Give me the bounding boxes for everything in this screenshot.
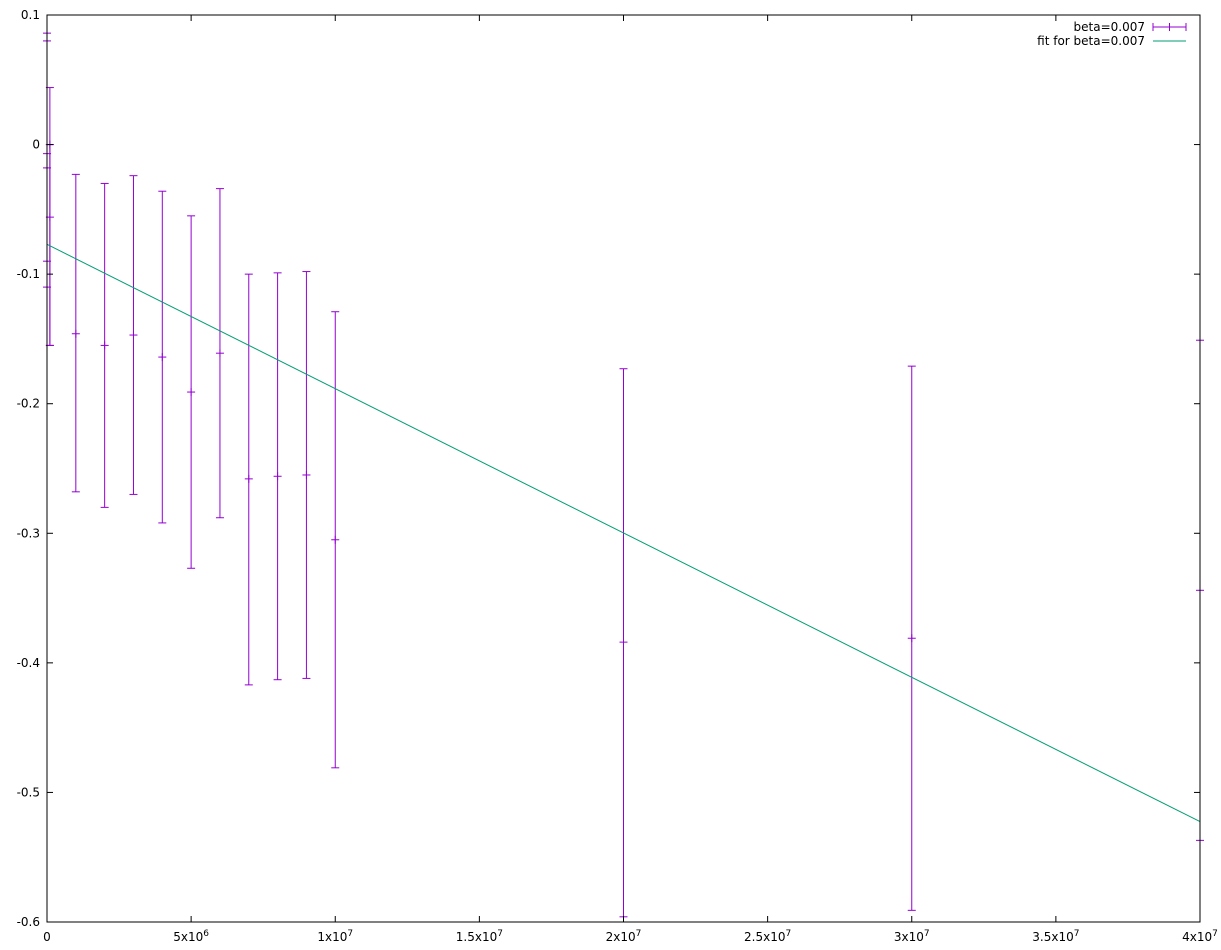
y-tick-label: -0.1 <box>17 267 40 281</box>
axes-layer: 0.10-0.1-0.2-0.3-0.4-0.5-0.60 5x106 1x107 1… <box>17 8 1218 944</box>
x-tick-label: 1.5x107 <box>456 929 503 944</box>
x-tick-label-base: 2x10 <box>606 930 636 944</box>
x-tick-label-exponent: 7 <box>1212 929 1218 939</box>
y-tick-label: -0.4 <box>17 656 40 670</box>
fit-line <box>46 243 1201 823</box>
x-tick-label: 4x107 <box>1182 929 1218 944</box>
x-tick-label-base: 5x10 <box>173 930 203 944</box>
y-tick-label: 0 <box>32 138 40 152</box>
x-tick-label: 5x106 <box>173 929 209 944</box>
x-tick-label-base: 4x10 <box>1182 930 1212 944</box>
x-tick-label-exponent: 7 <box>785 929 791 939</box>
x-tick-label-exponent: 6 <box>203 929 209 939</box>
x-tick-label-exponent: 7 <box>636 929 642 939</box>
series-1 <box>46 243 1201 823</box>
legend-entry-label: beta=0.007 <box>1074 20 1145 34</box>
x-tick-label-base: 3x10 <box>894 930 924 944</box>
y-tick-label: -0.2 <box>17 397 40 411</box>
x-tick-label: 2.5x107 <box>744 929 791 944</box>
y-tick-label: 0.1 <box>21 8 40 22</box>
x-tick-label-exponent: 7 <box>497 929 503 939</box>
plot-frame <box>46 14 1201 923</box>
x-tick-label: 3.5x107 <box>1032 929 1079 944</box>
legend-entry-label: fit for beta=0.007 <box>1037 34 1145 48</box>
x-tick-label-base: 3.5x10 <box>1032 930 1073 944</box>
x-tick-label: 3x107 <box>894 929 930 944</box>
x-tick-label-exponent: 7 <box>924 929 930 939</box>
x-tick-label-base: 0 <box>43 930 51 944</box>
x-tick-label: 2x107 <box>606 929 642 944</box>
x-tick-label-exponent: 7 <box>1074 929 1080 939</box>
x-tick-label-base: 1x10 <box>317 930 347 944</box>
x-tick-label: 0 <box>43 930 51 944</box>
x-tick-label-exponent: 7 <box>347 929 353 939</box>
y-tick-label: -0.6 <box>17 915 40 929</box>
y-tick-label: -0.5 <box>17 785 40 799</box>
x-tick-label: 1x107 <box>317 929 353 944</box>
y-tick-label: -0.3 <box>17 526 40 540</box>
x-tick-label-base: 1.5x10 <box>456 930 497 944</box>
x-tick-label-base: 2.5x10 <box>744 930 785 944</box>
